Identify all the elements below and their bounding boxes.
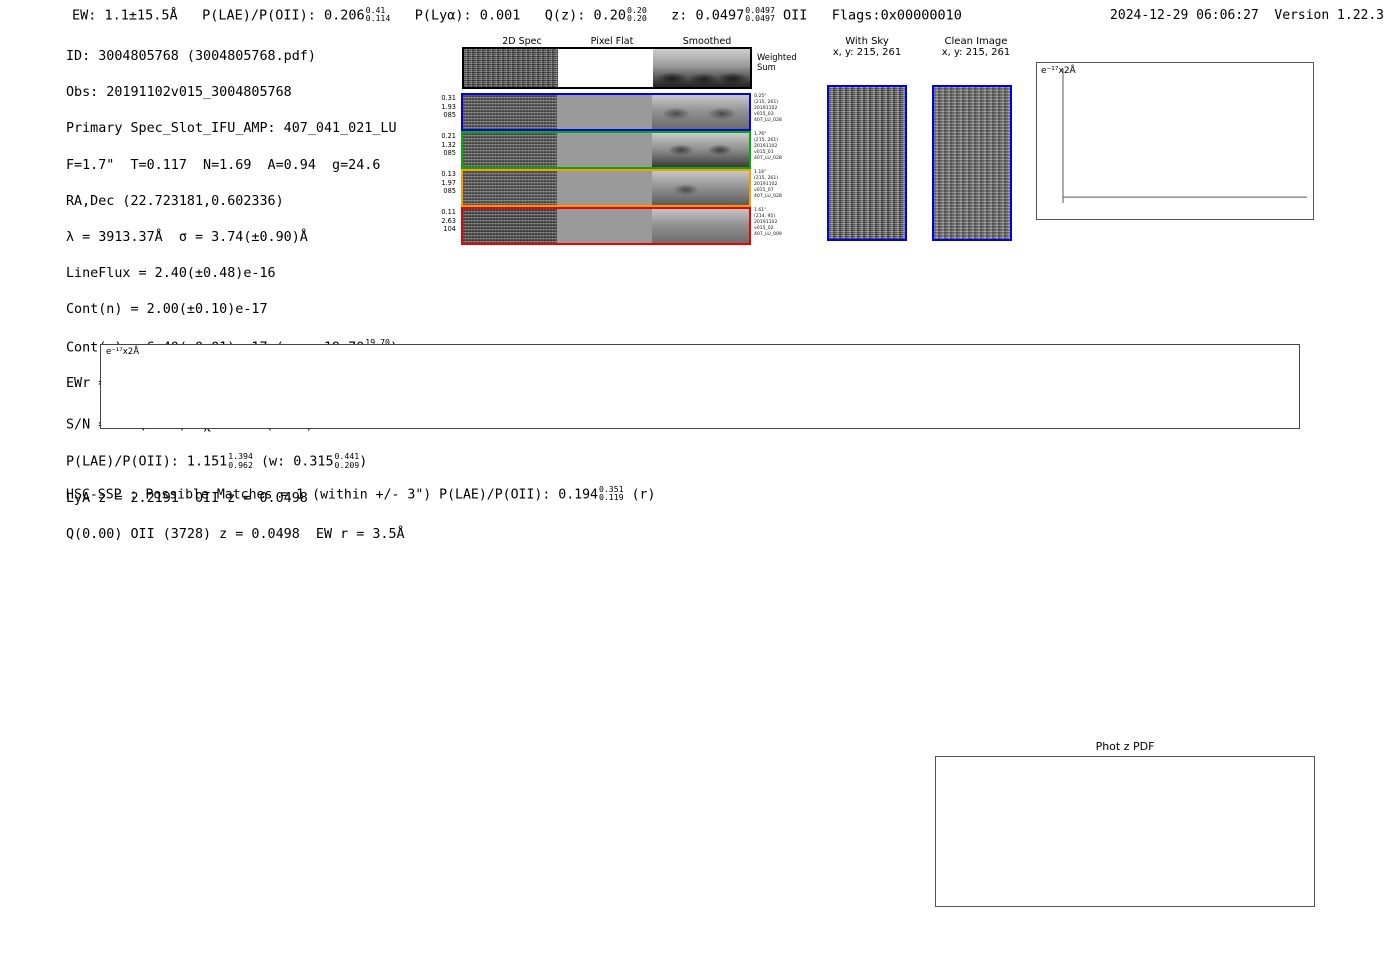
header-ew: EW: 1.1±15.5Å (72, 7, 178, 24)
fiber-left-1: 0.21 1.32 085 (441, 132, 456, 158)
col-title-2dspec: 2D Spec (502, 36, 542, 47)
fiber2-pixelflat (557, 171, 652, 205)
spectrum-units: e⁻¹⁷x2Å (106, 347, 140, 357)
hsc-header-tail: (r) (631, 487, 656, 503)
header-z: z: 0.0497 (671, 7, 745, 24)
weighted-2dspec-image (464, 49, 559, 87)
fiber3-pixelflat (557, 209, 652, 243)
info-plae: P(LAE)/P(OII): 1.151 1.394 0.962 (w: 0.315… (66, 451, 368, 470)
fiber-left-2: 0.13 1.97 085 (441, 170, 456, 196)
fiber-strip-2 (461, 169, 751, 207)
header-plae-value: 0.206 (324, 7, 365, 24)
linefit-units: e⁻¹⁷x2Å (1041, 66, 1076, 76)
spectrum-plot: e⁻¹⁷x2Å (100, 344, 1300, 429)
header-version: Version 1.22.3 (1274, 8, 1384, 23)
header-qz-bounds: 0.20 0.20 (627, 5, 647, 24)
col-title-pixelflat: Pixel Flat (590, 36, 634, 47)
hsc-ssp-header: HSC-SSP : Possible Matches = 1 (within +… (66, 485, 655, 503)
info-primary-spec: Primary Spec_Slot_IFU_AMP: 407_041_021_L… (66, 121, 397, 137)
with-sky-panel: With Sky x, y: 215, 261 (832, 36, 902, 58)
info-lineflux: LineFlux = 2.40(±0.48)e-16 (66, 266, 276, 282)
header-plya: P(Lyα): 0.001 (414, 7, 521, 24)
info-redshifts: LyA z = 2.2191 OII z = 0.0498 (66, 490, 308, 506)
fiber1-2dspec (463, 133, 558, 167)
header-qz: Q(z): 0.20 (544, 7, 627, 24)
fiber-meta-2: 1.16" (215, 261) 20191102 v015_07 407_LU… (754, 170, 782, 199)
weighted-pixelflat-image (558, 49, 653, 87)
fiber-meta-3: 1.61" (214, 95) 20191102 v015_02 407_LU_… (754, 208, 782, 237)
clean-image-image (932, 85, 1012, 241)
fiber3-2dspec (463, 209, 558, 243)
photz-title: Phot z PDF (1095, 740, 1155, 753)
fiber1-smoothed (651, 133, 749, 167)
fiber3-smoothed (651, 209, 749, 243)
fiber-strip-0 (461, 93, 751, 131)
photz-svg (936, 757, 1314, 906)
fiber2-2dspec (463, 171, 558, 205)
header-summary-line: EW: 1.1±15.5Å P(LAE)/P(OII): 0.206 0.41 0.… (72, 6, 962, 24)
info-obs: Obs: 20191102v015_3004805768 (66, 85, 292, 101)
weighted-sum-strip (462, 47, 752, 89)
fiber-meta-1: 1.76" (215, 261) 20191102 v015_01 407_LU… (754, 132, 782, 161)
weighted-sum-label: Weighted Sum (757, 52, 797, 72)
info-wavelength: λ = 3913.37Å σ = 3.74(±0.90)Å (66, 230, 308, 246)
linefit-svg (1062, 69, 1307, 203)
fiber0-smoothed (651, 95, 749, 129)
header-plae-bounds: 0.41 0.114 (365, 5, 391, 24)
clean-image-panel: Clean Image x, y: 215, 261 (941, 36, 1011, 58)
header-datetime: 2024-12-29 06:06:27 (1110, 8, 1259, 23)
spectrum-line-labels (100, 276, 1300, 344)
header-timestamp-version: 2024-12-29 06:06:27 Version 1.22.3 (1110, 8, 1384, 23)
info-classification: Q(0.00) OII (3728) z = 0.0498 EW r = 3.5… (66, 527, 405, 543)
info-cont-n: Cont(n) = 2.00(±0.10)e-17 (66, 302, 268, 318)
cutout-row (0, 512, 1400, 732)
header-z-bounds: 0.0497 0.0497 (745, 5, 775, 24)
fiber-strip-3 (461, 207, 751, 245)
hsc-header-bounds: 0.351 0.119 (598, 484, 624, 503)
photz-plot (935, 756, 1315, 907)
fiber0-pixelflat (557, 95, 652, 129)
fiber-left-0: 0.31 1.93 085 (441, 94, 456, 120)
spectrum-svg (101, 345, 1299, 428)
linefit-y-axis (1008, 62, 1034, 220)
fiber-meta-0: 0.25" (215, 261) 20191102 v015_03 407_LU… (754, 94, 782, 123)
fiber1-pixelflat (557, 133, 652, 167)
col-title-smoothed: Smoothed (682, 36, 732, 47)
header-plae-label: P(LAE)/P(OII): (202, 7, 316, 24)
fiber-strip-1 (461, 131, 751, 169)
linefit-plot: e⁻¹⁷x2Å (1036, 62, 1314, 220)
spectrum-y-axis (76, 344, 98, 429)
info-id: ID: 3004805768 (3004805768.pdf) (66, 49, 316, 65)
with-sky-image (827, 85, 907, 241)
fiber-left-3: 0.11 2.63 104 (441, 208, 456, 234)
fiber0-2dspec (463, 95, 558, 129)
header-species: OII (783, 7, 808, 24)
weighted-smoothed-image (652, 49, 750, 87)
info-seeing: F=1.7" T=0.117 N=1.69 A=0.94 g=24.6 (66, 157, 381, 173)
fiber2-smoothed (651, 171, 749, 205)
hsc-header-text: HSC-SSP : Possible Matches = 1 (within +… (66, 487, 598, 503)
header-flags: Flags:0x00000010 (831, 7, 962, 24)
info-radec: RA,Dec (22.723181,0.602336) (66, 193, 284, 209)
